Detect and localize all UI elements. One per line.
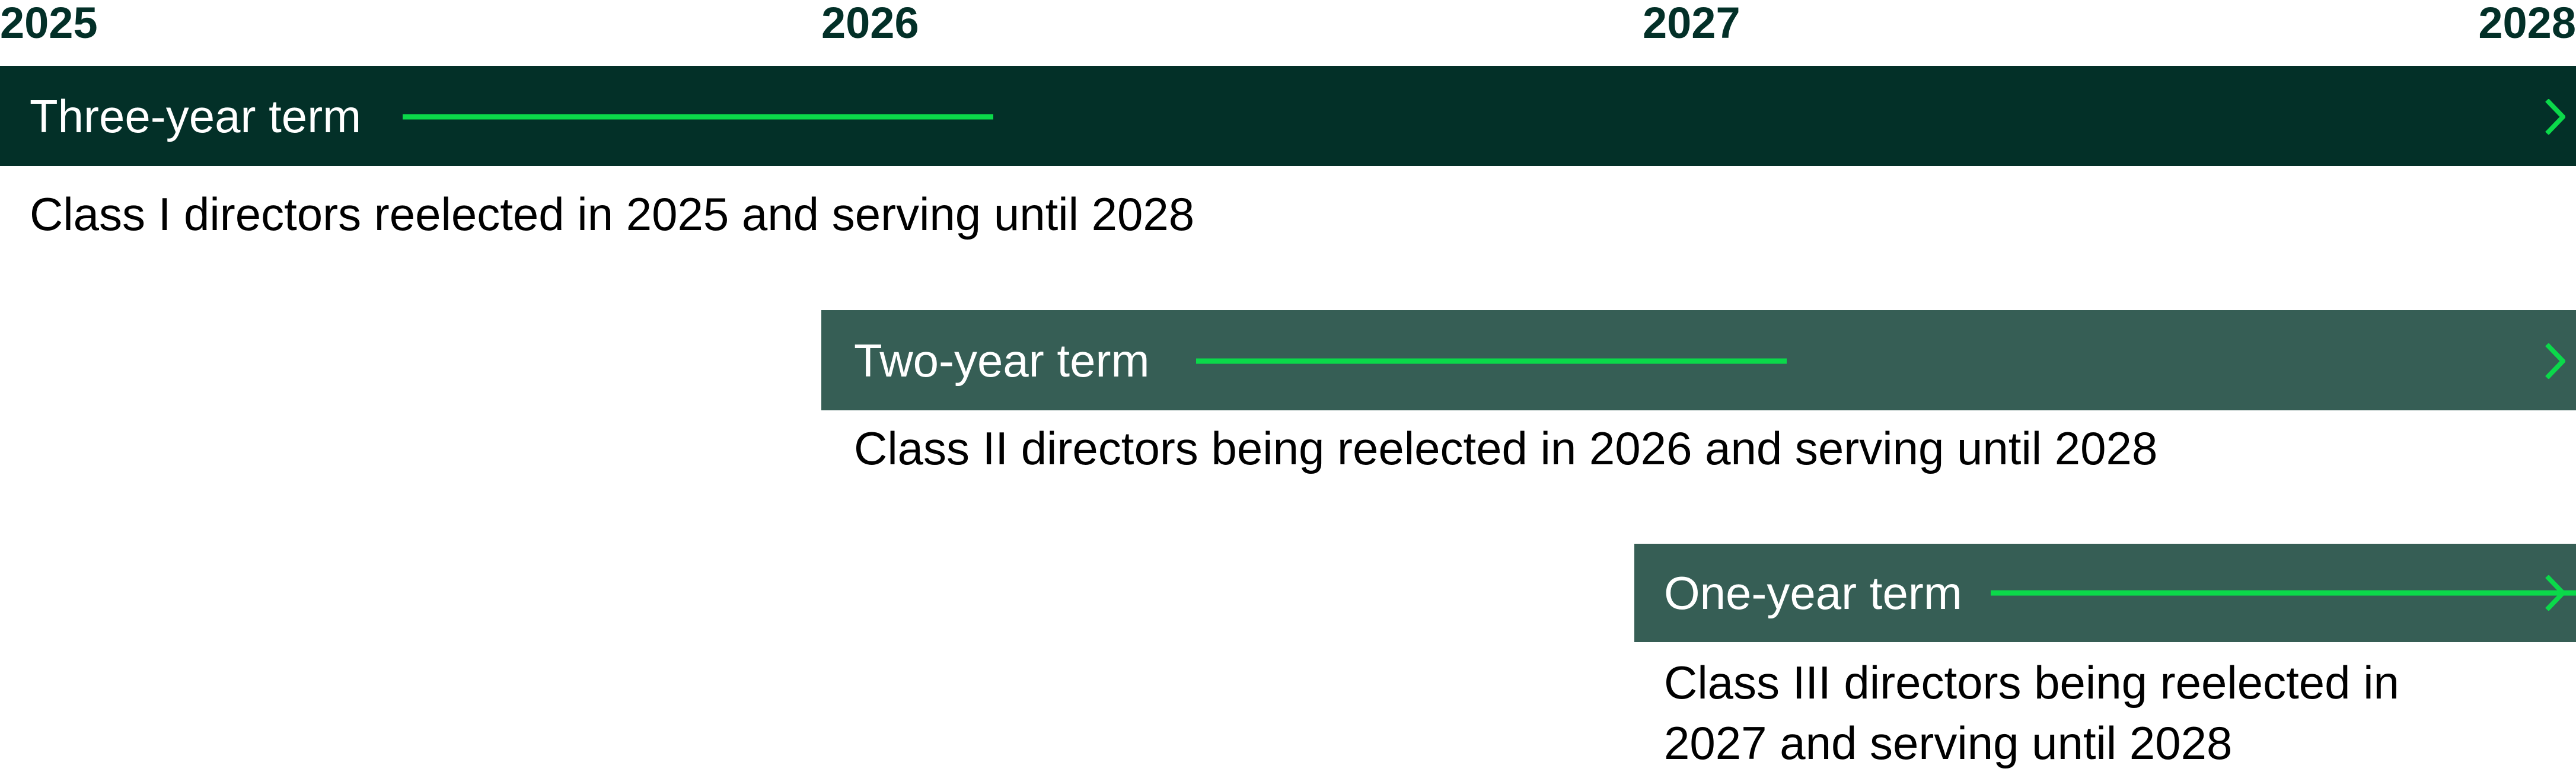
one-year-term-description-line-1: Class III directors being reelected in: [1664, 656, 2399, 709]
arrow-head-icon: [2545, 343, 2565, 379]
one-year-term-bar: One-year term: [1634, 544, 2576, 642]
two-year-term-bar: Two-year term: [821, 310, 2576, 410]
two-year-term-label: Two-year term: [854, 334, 1150, 387]
arrow-head-icon: [2545, 99, 2565, 135]
year-label-2026: 2026: [821, 0, 919, 47]
two-year-term-description: Class II directors being reelected in 20…: [854, 422, 2158, 474]
year-label-2025: 2025: [0, 0, 98, 47]
one-year-term-label: One-year term: [1664, 567, 1962, 619]
year-label-2027: 2027: [1643, 0, 1740, 47]
three-year-term-bar: Three-year term: [0, 66, 2576, 166]
three-year-term-label: Three-year term: [30, 90, 362, 142]
arrow-icon: [1991, 575, 2576, 611]
three-year-term-description: Class I directors reelected in 2025 and …: [30, 188, 1195, 240]
arrow-icon: [1196, 343, 1789, 379]
year-label-2028: 2028: [2478, 0, 2576, 47]
arrow-head-icon: [2545, 575, 2565, 611]
one-year-term-description-line-2: 2027 and serving until 2028: [1664, 717, 2233, 769]
arrow-icon: [403, 99, 996, 135]
one-year-term-description: Class III directors being reelected in 2…: [1664, 652, 2399, 773]
